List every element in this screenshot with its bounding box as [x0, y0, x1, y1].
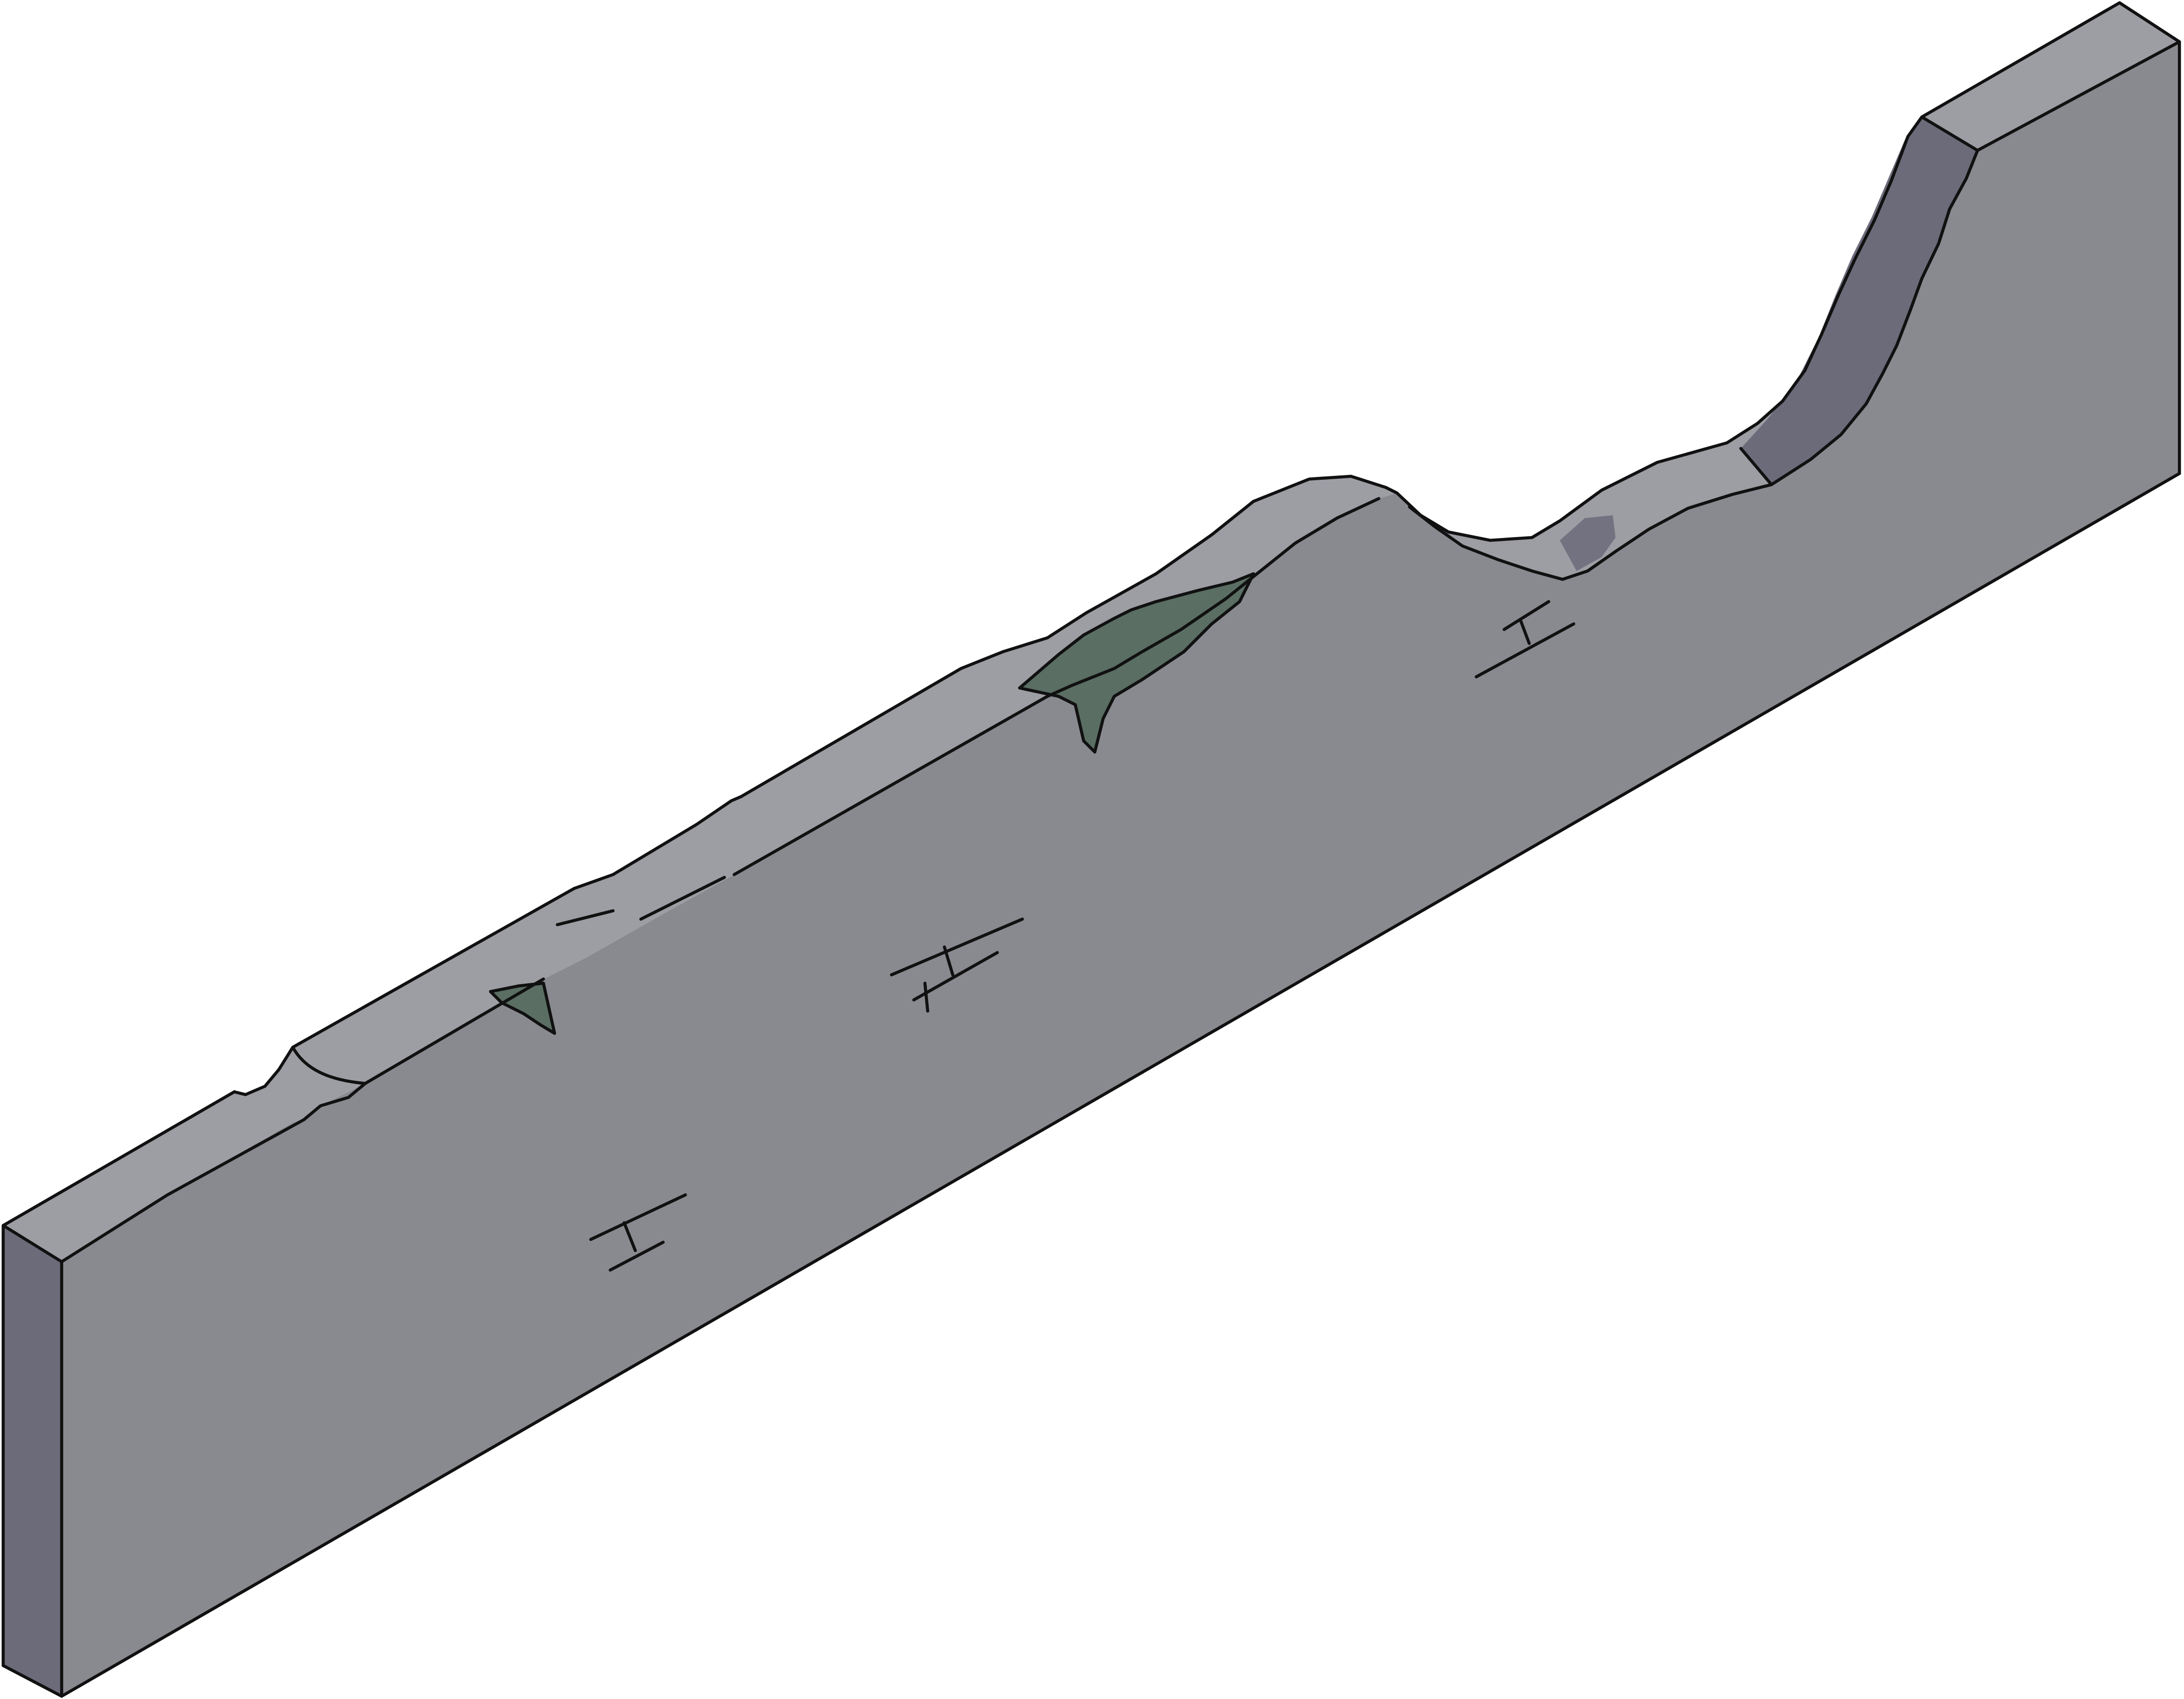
broken-edge-shadow: [1740, 117, 1978, 485]
wall-right-top-cap: [1921, 2, 2180, 151]
wall-left-end: [3, 1225, 62, 1697]
wall-top-left: [3, 1047, 365, 1262]
moss-patch-small: [490, 983, 555, 1033]
wall-front-face: [62, 42, 2180, 1697]
